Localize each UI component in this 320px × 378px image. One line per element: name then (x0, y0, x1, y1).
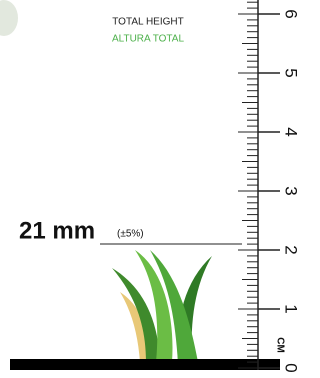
ruler-label: 2 (282, 245, 301, 254)
infographic: TOTAL HEIGHT ALTURA TOTAL 21 mm (±5%) 0 1… (0, 0, 312, 378)
title: TOTAL HEIGHT (112, 17, 184, 28)
ruler-label: 4 (282, 127, 301, 136)
blurred-plant (0, 0, 18, 36)
ruler-label: 0 (282, 363, 301, 372)
subtitle: ALTURA TOTAL (112, 34, 184, 45)
ruler-label: 3 (282, 186, 301, 195)
ruler-unit: CM (274, 337, 285, 353)
ruler-label: 1 (282, 304, 301, 313)
grass (112, 250, 212, 362)
height-label: 21 mm (19, 217, 95, 244)
ruler-label: 6 (282, 9, 301, 18)
ruler-ticks (238, 2, 280, 368)
ruler-label: 5 (282, 68, 301, 77)
tolerance: (±5%) (117, 229, 144, 240)
